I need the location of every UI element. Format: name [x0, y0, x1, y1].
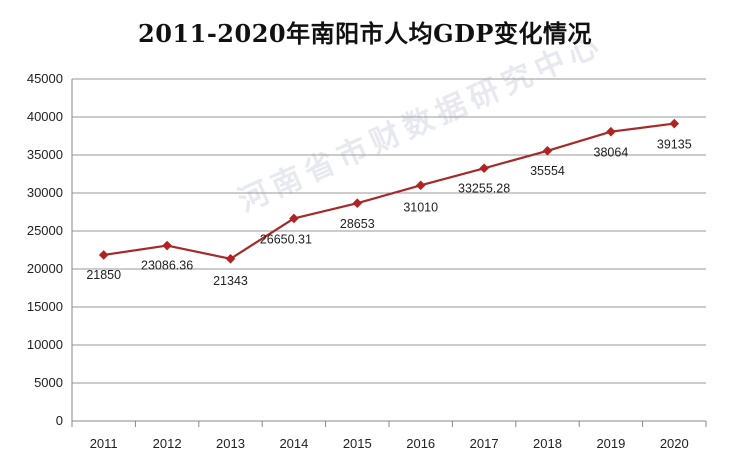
x-tick-label: 2017	[470, 436, 499, 451]
x-tick-label: 2019	[596, 436, 625, 451]
x-tick-label: 2011	[90, 436, 118, 451]
data-point	[162, 240, 172, 251]
y-tick-label: 10000	[27, 337, 63, 352]
x-tick-label: 2020	[660, 436, 689, 451]
chart-title: 2011-2020年南阳市人均GDP变化情况	[138, 19, 592, 48]
y-tick-label: 0	[56, 413, 63, 428]
x-tick-label: 2018	[533, 436, 562, 451]
data-label: 23086.36	[141, 259, 193, 273]
x-tick-label: 2012	[153, 436, 182, 451]
data-point	[352, 198, 363, 209]
data-point	[98, 250, 109, 260]
y-tick-label: 30000	[27, 185, 63, 200]
x-tick-label: 2016	[406, 436, 435, 451]
data-label: 26650.31	[260, 232, 312, 246]
data-label: 31010	[403, 200, 438, 214]
data-point	[606, 126, 616, 137]
data-label: 35554	[530, 164, 565, 178]
data-label: 33255.28	[458, 181, 510, 195]
data-label: 38064	[594, 146, 629, 160]
y-tick-label: 20000	[27, 261, 63, 276]
x-tick-label: 2014	[279, 436, 308, 451]
data-point	[542, 145, 553, 156]
data-point	[479, 163, 489, 174]
y-tick-label: 45000	[27, 71, 63, 86]
y-tick-label: 5000	[34, 375, 63, 390]
data-label: 39135	[657, 138, 692, 152]
y-tick-label: 25000	[27, 223, 63, 238]
y-tick-label: 40000	[27, 109, 63, 124]
x-tick-label: 2015	[343, 436, 372, 451]
data-point	[669, 118, 680, 129]
data-label: 21343	[213, 274, 248, 288]
data-point	[415, 180, 426, 191]
series-line	[103, 122, 675, 260]
data-point	[225, 253, 236, 264]
data-label: 21850	[86, 268, 121, 282]
x-tick-label: 2013	[216, 436, 245, 451]
y-tick-label: 35000	[27, 147, 63, 162]
data-point	[289, 213, 299, 224]
y-tick-label: 15000	[27, 299, 63, 314]
data-label: 28653	[340, 217, 375, 231]
